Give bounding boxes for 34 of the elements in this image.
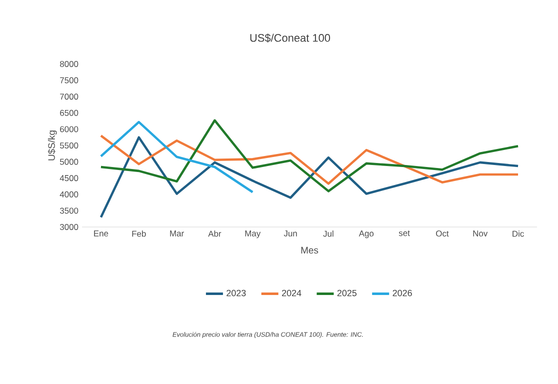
y-tick-label: 8000 bbox=[60, 61, 78, 67]
line-series bbox=[100, 119, 520, 192]
legend-label: 2024 bbox=[282, 290, 302, 296]
x-tick-label: Oct bbox=[436, 230, 449, 237]
chart-title: US$/Coneat 100 bbox=[250, 34, 330, 42]
x-tick-label: Ene bbox=[94, 230, 108, 236]
y-tick-label: 6500 bbox=[60, 110, 78, 116]
y-tick-label: 5500 bbox=[60, 142, 78, 148]
legend-label: 2023 bbox=[226, 290, 246, 296]
x-tick-label: Ago bbox=[358, 230, 374, 238]
y-tick-label: 3000 bbox=[60, 224, 78, 230]
line-series bbox=[100, 134, 520, 185]
x-tick-label: Nov bbox=[473, 230, 488, 236]
x-tick-label: Dic bbox=[512, 230, 524, 237]
x-tick-label: May bbox=[245, 230, 261, 238]
x-tick-label: Mar bbox=[170, 230, 184, 236]
y-tick-label: 7500 bbox=[60, 77, 78, 84]
legend-label: 2026 bbox=[392, 290, 412, 296]
line-series bbox=[100, 120, 254, 194]
line-series bbox=[100, 136, 520, 218]
y-tick-label: 7000 bbox=[60, 94, 78, 100]
x-tick-label: Jul bbox=[323, 230, 334, 237]
y-tick-label: 6000 bbox=[60, 126, 78, 132]
x-axis-title: Mes bbox=[301, 246, 318, 254]
y-tick-label: 4000 bbox=[60, 191, 78, 198]
x-tick-label: set bbox=[398, 230, 410, 236]
legend-label: 2025 bbox=[337, 290, 357, 296]
y-tick-label: 4500 bbox=[60, 175, 78, 182]
y-axis-title: U$S/kg bbox=[48, 130, 57, 160]
y-tick-label: 3500 bbox=[60, 208, 78, 214]
x-tick-label: Feb bbox=[132, 230, 146, 237]
x-tick-label: Abr bbox=[208, 230, 222, 237]
x-tick-label: Jun bbox=[284, 230, 297, 236]
y-tick-label: 5000 bbox=[60, 158, 78, 165]
